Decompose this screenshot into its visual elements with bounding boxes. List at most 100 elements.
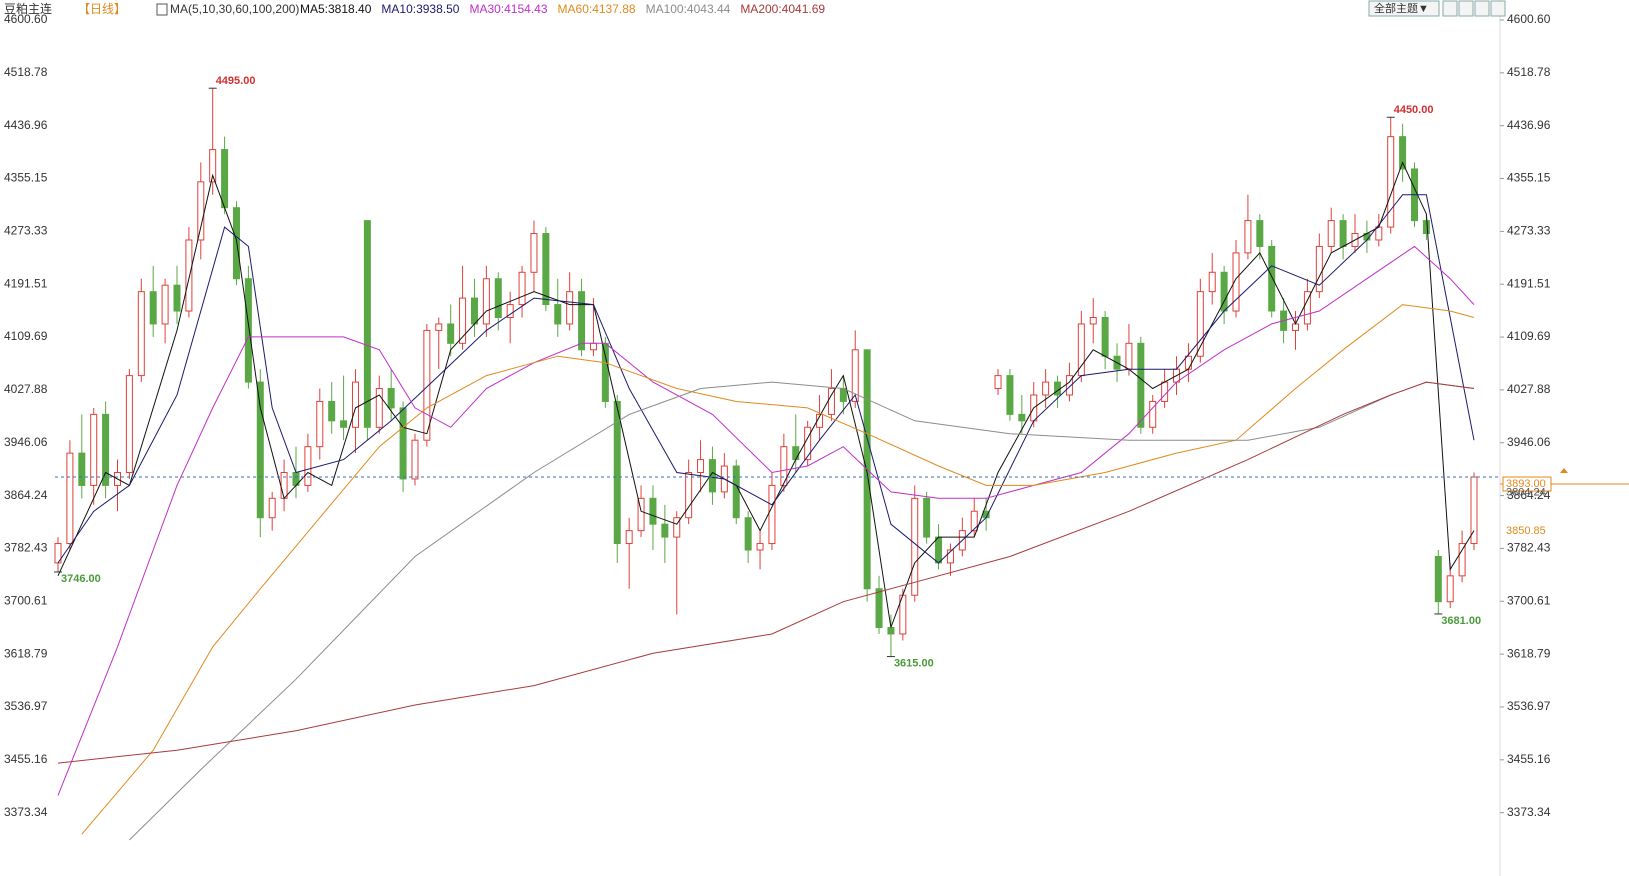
candle-body [268,497,276,519]
y-tick-label: 3618.79 [4,646,48,660]
candle-body [1446,575,1454,603]
y-tick-label: 3864.24 [4,488,48,502]
y-tick-label: 3946.06 [4,435,48,449]
tool-icon[interactable] [1442,0,1458,17]
candle-body [1256,220,1264,247]
candle-body [244,278,252,383]
y-tick-label: 4436.96 [4,118,48,132]
candle-body [935,536,943,564]
y-tick-label-right: 4436.96 [1507,118,1551,132]
price-tag-box [1502,476,1552,492]
candle-body [1042,381,1050,396]
candle-body [328,400,336,422]
y-tick-label-right: 3536.97 [1507,699,1551,713]
y-tick-label: 3455.16 [4,752,48,766]
y-tick-label-right: 3946.06 [1507,435,1551,449]
y-tick-label: 3700.61 [4,593,48,607]
candle-body [554,304,562,325]
y-tick-label: 3536.97 [4,699,48,713]
annotation: 4450.00 [1394,104,1434,116]
candle-body [1161,381,1169,402]
candle-body [708,459,716,493]
candle-body [185,239,193,312]
candle-body [1339,220,1347,247]
period: 【日线】 [78,2,126,16]
y-tick-label-right: 3373.34 [1507,805,1551,819]
candle-body [280,471,288,499]
candle-body [851,349,859,402]
candle-body [946,549,954,564]
candle-body [994,375,1002,390]
ma-line [57,194,1475,564]
candle-body [1303,291,1311,325]
candle-body [673,517,681,538]
candle-body [756,543,764,551]
y-tick-label-right: 4027.88 [1507,382,1551,396]
tool-icon[interactable] [1490,0,1506,17]
candle-body [792,446,800,461]
candle-body [1232,252,1240,312]
candle-body [1018,413,1026,422]
candle-body [518,271,526,306]
y-tick-label-right: 4191.51 [1507,276,1551,290]
candle-body [221,149,229,209]
candle-body [161,284,169,325]
y-tick-label: 3373.34 [4,805,48,819]
tool-icon[interactable] [1458,0,1474,17]
toolbar-button[interactable] [1368,0,1440,17]
candle-body [1422,220,1430,235]
annotation: 3746.00 [61,573,101,585]
candle-body [351,381,359,428]
candle-body [506,304,514,318]
candle-body [1054,381,1062,396]
annotation: 3681.00 [1441,615,1481,627]
chart-title: 豆粕主连 [4,1,52,16]
candle-body [66,452,74,545]
candle-body [589,342,597,351]
candle-body [137,291,145,377]
indicator-icon[interactable] [156,3,168,16]
candle-body [780,446,788,486]
candle-body [1184,355,1192,370]
tool-icon[interactable] [1474,0,1490,17]
y-tick-label-right: 4518.78 [1507,65,1551,79]
legend-entry: MA10:3938.50 [381,2,459,16]
candle-body [1125,342,1133,370]
candle-body [197,181,205,241]
candle-body [256,381,264,519]
candle-body [1244,220,1252,254]
candle-body [78,452,86,486]
ma-line [57,245,1475,796]
legend-entry: MA100:4043.44 [646,2,731,16]
candle-body [1434,555,1442,603]
y-tick-label-right: 3782.43 [1507,541,1551,555]
candle-body [732,465,740,519]
candle-body [970,510,978,532]
candle-body [804,426,812,461]
candle-body [387,388,395,409]
y-tick-label: 4273.33 [4,224,48,238]
candle-body [90,413,98,486]
y-tick-label-right: 3455.16 [1507,752,1551,766]
candle-body [304,446,312,486]
candle-body [1208,271,1216,293]
candle-body [435,323,443,331]
candle-body [697,459,705,473]
ma-line [129,381,1475,841]
candle-body [661,523,669,538]
price-tag: 3893.00 [1506,478,1546,490]
candle-body [530,233,538,273]
candle-body [1149,400,1157,428]
candle-body [1101,316,1109,357]
y-tick-label: 4518.78 [4,65,48,79]
candle-body [542,233,550,306]
candle-body [470,297,478,325]
candle-body [459,297,467,344]
indicator: MA(5,10,30,60,100,200) [170,2,299,16]
candle-body [637,497,645,532]
toolbar-label: 全部主题▼ [1374,1,1429,15]
annotation: 4495.00 [216,75,256,87]
candle-body [887,627,895,635]
y-tick-label-right: 3618.79 [1507,646,1551,660]
